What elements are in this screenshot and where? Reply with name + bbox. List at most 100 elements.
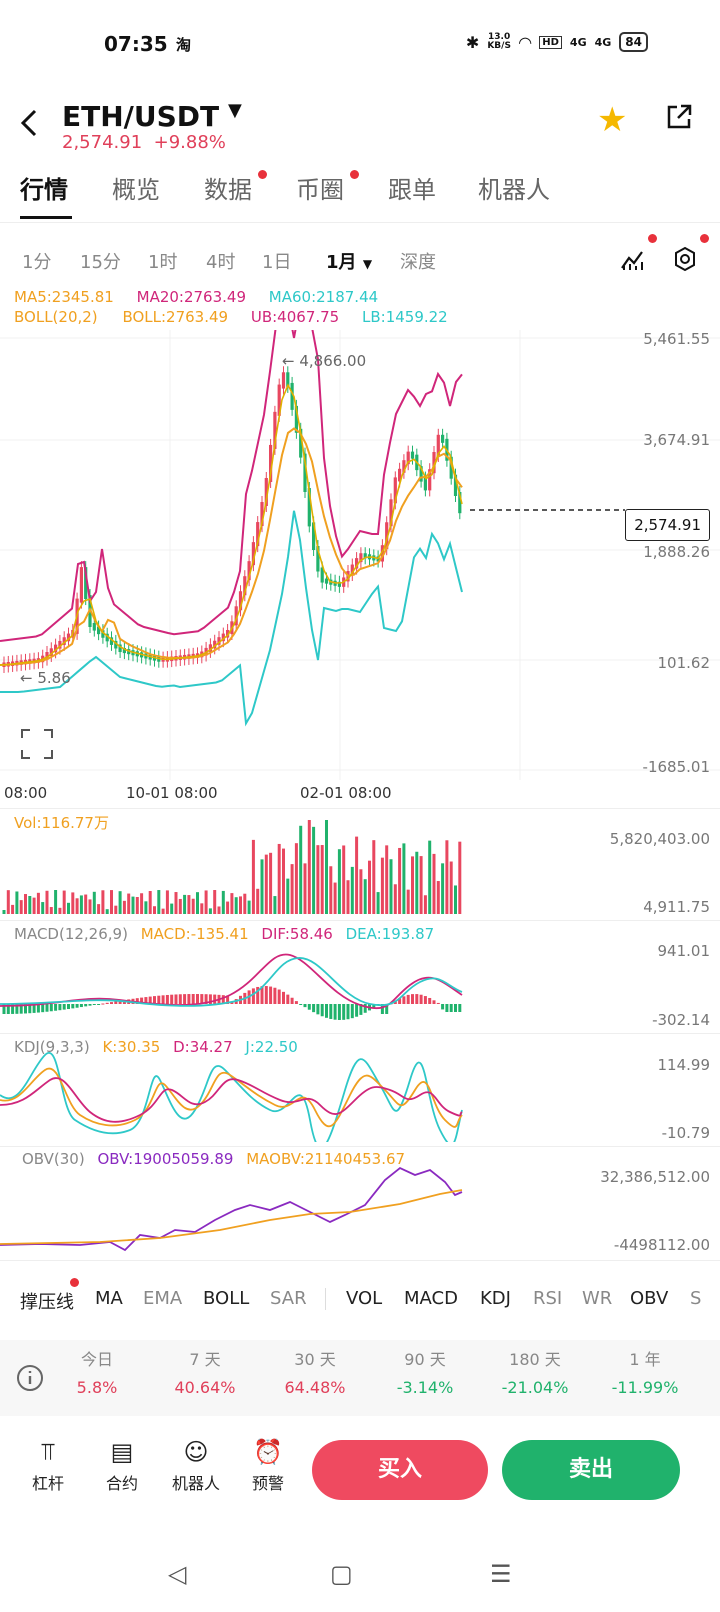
tab-overview[interactable]: 概览: [112, 176, 160, 204]
volume-bar: [239, 896, 242, 914]
info-icon[interactable]: [16, 1364, 44, 1396]
candle-body: [260, 502, 264, 527]
tab-copy-trade[interactable]: 跟单: [388, 176, 436, 204]
interval-1mo[interactable]: 1月 ▼: [326, 248, 372, 274]
indicator-chart-icon[interactable]: [620, 246, 646, 276]
ind-support[interactable]: 撑压线: [20, 1292, 74, 1313]
ind-vol[interactable]: VOL: [346, 1288, 383, 1309]
volume-bar: [49, 907, 53, 914]
macd-bar: [458, 1004, 462, 1012]
candle-body: [393, 477, 397, 504]
volume-bar: [286, 878, 290, 914]
volume-bar: [88, 899, 92, 914]
macd-bar: [359, 1004, 363, 1015]
star-icon[interactable]: ★: [597, 100, 628, 140]
candle-body: [92, 623, 96, 631]
tab-market[interactable]: 行情: [20, 176, 68, 204]
candle-body: [355, 558, 359, 569]
legend-ma60: MA60:2187.44: [268, 288, 379, 306]
ind-obv[interactable]: OBV: [630, 1288, 669, 1309]
candle-body: [449, 456, 453, 479]
ind-macd[interactable]: MACD: [404, 1288, 458, 1309]
back-icon[interactable]: [18, 108, 40, 146]
axis-main-2: 1,888.26: [643, 543, 710, 561]
sell-button[interactable]: 卖出: [502, 1440, 680, 1500]
candle-body: [49, 648, 53, 656]
candle-body: [45, 652, 49, 660]
macd-bar: [187, 994, 191, 1004]
tab-robot[interactable]: 机器人: [478, 176, 550, 204]
robot-button[interactable]: ☺ 机器人: [166, 1438, 226, 1494]
volume-bar: [122, 900, 126, 914]
volume-bar: [342, 845, 346, 914]
interval-depth[interactable]: 深度: [400, 252, 436, 273]
interval-1h[interactable]: 1时: [148, 252, 178, 273]
macd-bar: [45, 1004, 49, 1012]
volume-bar: [320, 845, 324, 914]
interval-4h[interactable]: 4时: [206, 252, 236, 273]
share-icon[interactable]: [664, 102, 694, 139]
main-chart[interactable]: [0, 330, 720, 810]
candle-body: [247, 561, 251, 581]
axis-main-4: -1685.01: [642, 758, 710, 776]
buy-button[interactable]: 买入: [312, 1440, 488, 1500]
fullscreen-icon[interactable]: [21, 729, 53, 759]
obv-axis-0: 32,386,512.00: [600, 1168, 710, 1186]
ind-wr[interactable]: WR: [582, 1288, 613, 1309]
macd-bar: [97, 1004, 101, 1005]
macd-bar: [105, 1002, 109, 1004]
alert-button[interactable]: ⏰ 预警: [238, 1438, 298, 1494]
volume-bar: [389, 859, 393, 914]
ind-boll[interactable]: BOLL: [203, 1288, 250, 1309]
macd-bar: [174, 994, 178, 1004]
volume-bar: [191, 898, 195, 914]
macd-bar: [299, 1004, 303, 1005]
macd-bar: [337, 1004, 341, 1020]
perf-val-180d: -21.04%: [501, 1378, 569, 1397]
ind-sar[interactable]: SAR: [270, 1288, 307, 1309]
ind-ema[interactable]: EMA: [143, 1288, 183, 1309]
kdj-axis-1: -10.79: [661, 1124, 710, 1142]
settings-icon[interactable]: [672, 246, 698, 276]
volume-bar: [178, 898, 182, 914]
interval-1d[interactable]: 1日: [262, 252, 292, 273]
header: ETH/USDT ▼ 2,574.91 +9.88% ★: [0, 88, 720, 158]
ma5-line: [0, 383, 463, 666]
volume-bar: [174, 892, 178, 914]
nav-menu-icon[interactable]: ☰: [490, 1560, 512, 1588]
candle-body: [217, 637, 221, 645]
leverage-button[interactable]: ⫪ 杠杆: [18, 1438, 78, 1494]
volume-bar: [144, 901, 148, 914]
candle-body: [410, 451, 415, 459]
macd-bar: [208, 994, 212, 1004]
caret-down-icon[interactable]: ▼: [228, 100, 242, 121]
ind-rsi[interactable]: RSI: [533, 1288, 563, 1309]
ind-kdj[interactable]: KDJ: [480, 1288, 511, 1309]
ind-ma[interactable]: MA: [95, 1288, 123, 1309]
interval-15m[interactable]: 15分: [80, 252, 121, 273]
nav-back-icon[interactable]: ◁: [168, 1560, 187, 1588]
tab-data[interactable]: 数据: [204, 176, 252, 204]
vol-label: Vol:116.77万: [14, 814, 109, 832]
volume-bar: [307, 820, 311, 914]
volume-bar: [71, 892, 75, 914]
contract-button[interactable]: ▤ 合约: [92, 1438, 152, 1494]
interval-1m[interactable]: 1分: [22, 252, 52, 273]
kdj-axis-0: 114.99: [657, 1056, 711, 1074]
macd-bar: [204, 994, 208, 1004]
pair-title[interactable]: ETH/USDT: [62, 100, 220, 133]
ind-more[interactable]: S: [690, 1288, 702, 1309]
volume-bar: [24, 894, 27, 914]
tab-community[interactable]: 币圈: [296, 176, 344, 204]
volume-bar: [41, 902, 45, 914]
obv-legend: OBV(30) OBV:19005059.89 MAOBV:21140453.6…: [22, 1150, 405, 1168]
main-tabs: 行情 概览 数据 币圈 跟单 机器人: [0, 168, 720, 223]
volume-bar: [140, 893, 144, 914]
nav-home-icon[interactable]: ▢: [330, 1560, 353, 1588]
macd-bar: [260, 986, 264, 1004]
macd-bar: [251, 988, 255, 1004]
macd-bar: [161, 995, 165, 1004]
obv-line: [0, 1166, 463, 1252]
volume-bar: [148, 891, 152, 914]
macd-dea: DEA:193.87: [345, 925, 435, 943]
